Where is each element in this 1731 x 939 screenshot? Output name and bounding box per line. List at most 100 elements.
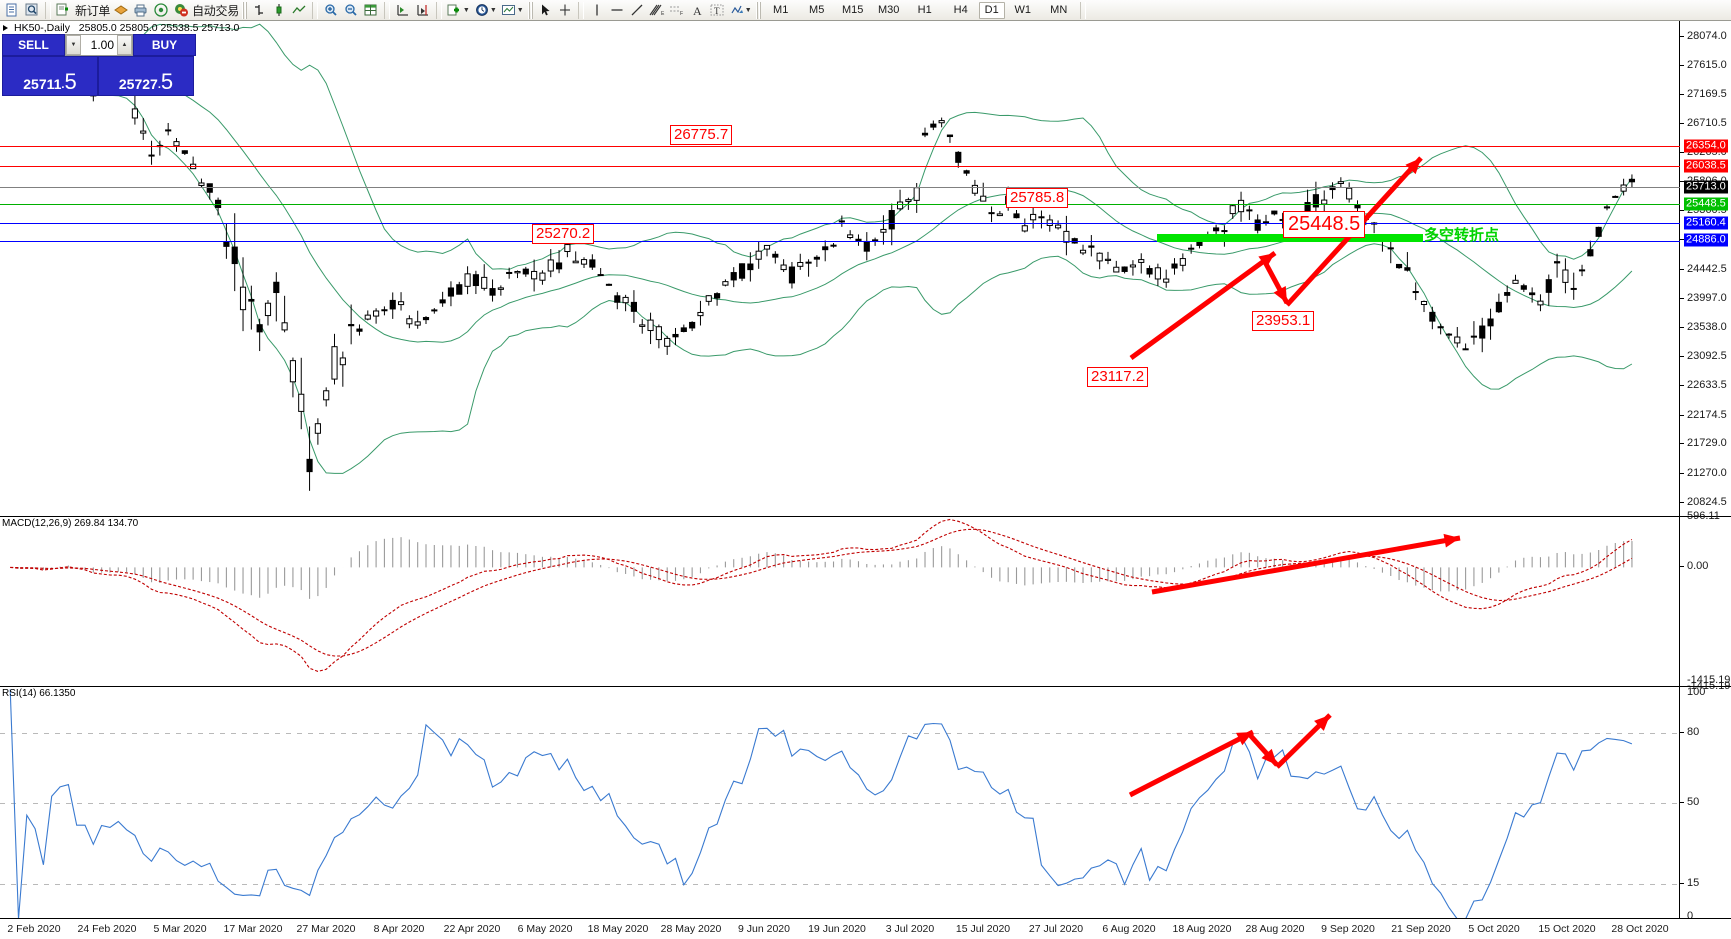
sell-button[interactable]: SELL xyxy=(2,34,65,56)
signals-icon[interactable] xyxy=(151,1,171,20)
zoom-out-icon[interactable] xyxy=(341,1,361,20)
sell-price[interactable]: 25711 . 5 xyxy=(2,56,98,96)
chevron-down-icon[interactable]: ▼ xyxy=(462,6,470,14)
price-level-badge-25448.5[interactable]: 25448.5 xyxy=(1684,197,1728,211)
price-plot[interactable] xyxy=(0,21,1731,516)
price-axis[interactable]: 28074.027615.027169.526710.526265.025806… xyxy=(1680,21,1731,516)
timeframe-m5[interactable]: M5 xyxy=(809,4,825,16)
sell-price-main: 25711 xyxy=(23,76,62,92)
crosshair-icon[interactable] xyxy=(555,1,575,20)
price-tick-label: 24442.5 xyxy=(1687,262,1727,275)
shapes-icon[interactable] xyxy=(727,1,747,20)
line-chart-icon[interactable] xyxy=(289,1,309,20)
period-clock-icon[interactable] xyxy=(472,1,492,20)
collapse-triangle-icon[interactable] xyxy=(3,25,8,31)
date-tick-label: 15 Jul 2020 xyxy=(955,923,1011,935)
timeframe-d1[interactable]: D1 xyxy=(978,1,1005,19)
svg-text:F: F xyxy=(680,11,683,17)
timeframe-m30[interactable]: M30 xyxy=(877,4,900,16)
trade-panel-top[interactable]: SELL ▼ 1.00 ▲ BUY xyxy=(2,34,196,56)
macd-axis[interactable]: 596.11 0.00 -1415.19 -1415.19 xyxy=(1680,510,1731,692)
macd-tick xyxy=(1680,566,1684,568)
price-level-line-26354.0[interactable] xyxy=(0,146,1680,148)
chevron-down-icon-3[interactable]: ▼ xyxy=(516,6,524,14)
cursor-icon[interactable] xyxy=(535,1,555,20)
rsi-pane[interactable]: RSI(14) 66.1350 xyxy=(0,686,1731,918)
print-icon[interactable] xyxy=(131,1,151,20)
chart-area[interactable]: HK50-,Daily 25805.0 25805.0 25538.5 2571… xyxy=(0,21,1731,939)
toolbar-grip-3[interactable] xyxy=(755,1,761,19)
buy-button[interactable]: BUY xyxy=(133,34,196,56)
timeframe-h4[interactable]: H4 xyxy=(953,4,968,16)
price-level-line-25160.4[interactable] xyxy=(0,222,1680,224)
zoom-window-icon[interactable] xyxy=(22,1,42,20)
rsi-label: RSI(14) 66.1350 xyxy=(2,688,76,699)
chart-annotation[interactable]: 25448.5 xyxy=(1283,211,1366,238)
buy-price[interactable]: 25727 . 5 xyxy=(98,56,194,96)
chevron-down-icon-4[interactable]: ▼ xyxy=(744,6,752,14)
zoom-in-icon[interactable] xyxy=(321,1,341,20)
candlestick-chart-icon[interactable] xyxy=(269,1,289,20)
chart-annotation[interactable]: 25270.2 xyxy=(532,224,595,244)
new-order-icon[interactable] xyxy=(54,1,74,20)
auto-scroll-icon[interactable] xyxy=(413,1,433,20)
timeframe-m15[interactable]: M15 xyxy=(841,4,864,16)
chart-annotation[interactable]: 23953.1 xyxy=(1252,311,1315,331)
volume-down-button[interactable]: ▼ xyxy=(66,35,81,55)
indicators-add-icon[interactable] xyxy=(445,1,465,20)
date-tick-label: 18 May 2020 xyxy=(587,923,649,935)
chart-annotation[interactable]: 26775.7 xyxy=(670,125,733,145)
timeframe-w1[interactable]: W1 xyxy=(1014,4,1031,16)
templates-icon[interactable] xyxy=(499,1,519,20)
timeframe-mn[interactable]: MN xyxy=(1050,4,1068,16)
text-label-icon[interactable]: A xyxy=(687,1,707,20)
rsi-tick-label: 0 xyxy=(1687,910,1694,922)
chart-annotation[interactable]: 多空转折点 xyxy=(1424,227,1500,244)
equidistant-channel-icon[interactable]: F xyxy=(667,1,687,20)
price-level-line-26038.5[interactable] xyxy=(0,166,1680,168)
vertical-line-icon[interactable] xyxy=(587,1,607,20)
date-tick-label: 21 Sep 2020 xyxy=(1391,923,1451,935)
macd-pane[interactable]: MACD(12,26,9) 269.84 134.70 xyxy=(0,516,1731,686)
grid-icon[interactable] xyxy=(361,1,381,20)
price-level-line-25713.0[interactable] xyxy=(0,187,1680,189)
volume-input[interactable]: 1.00 xyxy=(90,38,114,52)
price-level-badge-26038.5[interactable]: 26038.5 xyxy=(1684,159,1728,173)
autotrading-icon[interactable] xyxy=(171,1,191,20)
rsi-plot[interactable] xyxy=(0,687,1731,918)
main-toolbar[interactable]: 新订单 自动交易 ▼ ▼ ▼ xyxy=(0,0,1731,21)
price-level-badge-26354.0[interactable]: 26354.0 xyxy=(1684,139,1728,153)
price-level-badge-25713.0[interactable]: 25713.0 xyxy=(1684,180,1728,194)
price-pane[interactable] xyxy=(0,21,1731,516)
chart-annotation[interactable]: 25785.8 xyxy=(1006,188,1069,208)
date-axis[interactable]: 2 Feb 2020 24 Feb 2020 5 Mar 2020 17 Mar 20… xyxy=(0,918,1731,939)
expert-advisor-icon[interactable] xyxy=(111,1,131,20)
volume-up-button[interactable]: ▲ xyxy=(117,35,132,55)
text-box-icon[interactable]: T xyxy=(707,1,727,20)
timeframe-h1[interactable]: H1 xyxy=(917,4,932,16)
shift-icon[interactable] xyxy=(393,1,413,20)
trade-panel-prices[interactable]: 25711 . 5 25727 . 5 xyxy=(2,56,196,96)
toolbar-grip-2[interactable] xyxy=(527,1,533,19)
chevron-down-icon-2[interactable]: ▼ xyxy=(489,6,497,14)
rsi-axis[interactable]: 100 80 50 15 0 xyxy=(1680,686,1731,922)
one-click-trading-panel[interactable]: SELL ▼ 1.00 ▲ BUY 25711 . 5 25727 . 5 xyxy=(2,34,196,96)
autotrading-label[interactable]: 自动交易 xyxy=(192,3,239,18)
rsi-tick-label: 15 xyxy=(1687,877,1700,890)
volume-stepper[interactable]: ▼ 1.00 ▲ xyxy=(65,34,133,56)
price-level-line-25448.5[interactable] xyxy=(0,204,1680,206)
new-order-label[interactable]: 新订单 xyxy=(75,3,111,18)
bar-chart-icon[interactable] xyxy=(249,1,269,20)
fibonacci-icon[interactable]: E xyxy=(647,1,667,20)
macd-plot[interactable] xyxy=(0,517,1731,686)
timeframe-m1[interactable]: M1 xyxy=(773,4,789,16)
data-window-icon[interactable] xyxy=(2,1,22,20)
toolbar-separator xyxy=(45,1,51,19)
trendline-icon[interactable] xyxy=(627,1,647,20)
price-level-badge-25160.4[interactable]: 25160.4 xyxy=(1684,216,1728,230)
toolbar-grip[interactable] xyxy=(241,1,247,19)
price-level-line-24886.0[interactable] xyxy=(0,240,1680,242)
horizontal-line-icon[interactable] xyxy=(607,1,627,20)
price-level-badge-24886.0[interactable]: 24886.0 xyxy=(1684,233,1728,247)
chart-annotation[interactable]: 23117.2 xyxy=(1087,367,1149,387)
